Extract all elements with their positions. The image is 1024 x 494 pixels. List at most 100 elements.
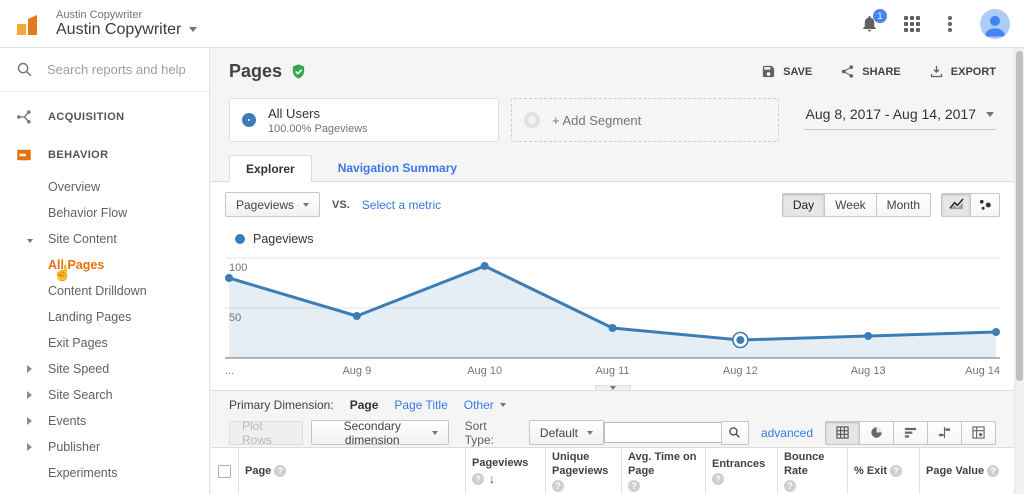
column-label: Entrances xyxy=(712,458,766,470)
granularity-day[interactable]: Day xyxy=(781,192,826,217)
help-icon[interactable]: ? xyxy=(987,465,1000,477)
dimension-option-label: Other xyxy=(463,397,494,412)
sidebar-item-all-pages[interactable]: All Pages xyxy=(0,252,209,278)
analytics-logo-icon[interactable] xyxy=(14,11,40,37)
sidebar-item-label: Publisher xyxy=(48,440,101,454)
kebab-menu-icon[interactable] xyxy=(944,15,956,32)
table-view-button[interactable] xyxy=(825,420,860,445)
scrollbar-thumb[interactable] xyxy=(1016,51,1023,381)
tab-explorer[interactable]: Explorer xyxy=(229,155,312,182)
dimension-page[interactable]: Page xyxy=(350,398,379,412)
column-header-page[interactable]: Page? xyxy=(238,448,465,494)
chart-legend: Pageviews xyxy=(235,232,1014,246)
chart-collapse-button[interactable] xyxy=(594,385,631,391)
action-label: EXPORT xyxy=(950,65,996,78)
apps-grid-icon[interactable] xyxy=(904,15,920,32)
sidebar-item-label: Site Content xyxy=(48,232,117,246)
date-range-text: Aug 8, 2017 - Aug 14, 2017 xyxy=(805,106,976,122)
sidebar-item-site-content[interactable]: Site Content xyxy=(0,226,209,252)
metric-controls: Pageviews VS. Select a metric Day Week Mon… xyxy=(211,182,1014,217)
dimension-page-title[interactable]: Page Title xyxy=(394,398,447,412)
add-segment-label: + Add Segment xyxy=(552,112,642,128)
chevron-down-icon xyxy=(189,27,198,33)
scatter-chart-button[interactable] xyxy=(970,192,1000,217)
date-range-picker[interactable]: Aug 8, 2017 - Aug 14, 2017 xyxy=(803,98,996,130)
notifications-button[interactable]: 1 xyxy=(860,8,887,34)
sidebar-item-exit-pages[interactable]: Exit Pages xyxy=(0,330,209,356)
granularity-week[interactable]: Week xyxy=(824,192,877,217)
add-segment-button[interactable]: + Add Segment xyxy=(511,98,779,142)
sidebar-item-site-search[interactable]: Site Search xyxy=(0,382,209,408)
comparison-view-button[interactable] xyxy=(927,420,962,445)
dimension-other[interactable]: Other xyxy=(464,398,506,412)
column-header-entrances[interactable]: Entrances? xyxy=(705,448,777,494)
help-icon[interactable]: ? xyxy=(712,473,724,485)
column-header-exit[interactable]: % Exit? xyxy=(847,448,919,494)
sidebar-item-experiments[interactable]: Experiments xyxy=(0,460,209,486)
sidebar-item-overview[interactable]: Overview xyxy=(0,174,209,200)
pageviews-chart[interactable]: 50 100... Aug 9 Aug 10 Aug 11 Aug 12 Aug 13 Aug… xyxy=(225,252,1000,385)
search-input[interactable] xyxy=(47,62,197,77)
percentage-view-button[interactable] xyxy=(859,420,894,445)
select-metric-link[interactable]: Select a metric xyxy=(361,197,442,212)
sidebar-search[interactable] xyxy=(0,48,209,92)
sidebar-item-site-speed[interactable]: Site Speed xyxy=(0,356,209,382)
help-icon[interactable]: ? xyxy=(274,465,287,477)
help-icon[interactable]: ? xyxy=(890,465,903,477)
save-button[interactable]: SAVE xyxy=(761,64,812,79)
svg-text:...: ... xyxy=(225,365,234,377)
sidebar-item-content-drilldown[interactable]: Content Drilldown xyxy=(0,278,209,304)
help-icon[interactable]: ? xyxy=(628,480,640,492)
chevron-down-icon xyxy=(431,430,438,435)
performance-view-button[interactable] xyxy=(893,420,928,445)
column-header-pageviews[interactable]: Pageviews? ↓ xyxy=(465,448,545,494)
tab-navigation-summary[interactable]: Navigation Summary xyxy=(338,161,457,175)
pivot-view-button[interactable] xyxy=(961,420,996,445)
column-label: Unique Pageviews xyxy=(552,451,609,477)
table-search-button[interactable] xyxy=(720,420,749,445)
help-icon[interactable]: ? xyxy=(784,480,796,492)
sidebar-item-behavior-flow[interactable]: Behavior Flow xyxy=(0,200,209,226)
sidebar-item-publisher[interactable]: Publisher xyxy=(0,434,209,460)
export-button[interactable]: EXPORT xyxy=(929,64,996,79)
secondary-dimension-dropdown[interactable]: Secondary dimension xyxy=(310,419,449,447)
percentage-view-icon xyxy=(870,426,883,439)
sidebar: ACQUISITION BEHAVIOR Overview Behavior Flow… xyxy=(0,48,210,494)
sidebar-item-events[interactable]: Events xyxy=(0,408,209,434)
metric-dropdown[interactable]: Pageviews xyxy=(225,192,321,217)
segment-all-users[interactable]: All Users 100.00% Pageviews xyxy=(229,98,499,142)
vertical-scrollbar[interactable] xyxy=(1014,48,1024,494)
performance-view-icon xyxy=(904,426,917,439)
svg-text:Aug 12: Aug 12 xyxy=(723,365,758,377)
select-all-checkbox[interactable] xyxy=(218,464,231,478)
avatar[interactable] xyxy=(980,8,1010,39)
svg-text:100: 100 xyxy=(229,262,247,274)
column-header-avg-time-on-page[interactable]: Avg. Time on Page? xyxy=(621,448,705,494)
dimension-option-label: Page xyxy=(349,397,379,412)
account-switcher[interactable]: Austin Copywriter Austin Copywriter xyxy=(56,9,198,39)
line-chart-button[interactable] xyxy=(941,192,971,217)
column-label: Avg. Time on Page xyxy=(628,451,697,477)
chevron-down-icon xyxy=(27,232,33,246)
advanced-link[interactable]: advanced xyxy=(760,425,813,440)
sidebar-item-label: BEHAVIOR xyxy=(48,149,109,161)
sort-type-label: Sort Type: xyxy=(464,418,494,447)
sidebar-item-landing-pages[interactable]: Landing Pages xyxy=(0,304,209,330)
help-icon[interactable]: ? xyxy=(472,473,484,485)
sidebar-item-acquisition[interactable]: ACQUISITION xyxy=(0,98,209,136)
granularity-month[interactable]: Month xyxy=(875,192,931,217)
sidebar-item-label: Content Drilldown xyxy=(48,284,147,298)
legend-label: Pageviews xyxy=(253,232,314,246)
sort-type-dropdown[interactable]: Default xyxy=(528,420,604,445)
metric-dropdown-label: Pageviews xyxy=(236,197,295,212)
plot-rows-button[interactable]: Plot Rows xyxy=(229,419,303,447)
column-header-bounce-rate[interactable]: Bounce Rate? xyxy=(777,448,847,494)
column-header-unique-pageviews[interactable]: Unique Pageviews? xyxy=(545,448,621,494)
table-search-input[interactable] xyxy=(603,422,722,443)
chevron-right-icon xyxy=(27,362,32,376)
sidebar-item-behavior[interactable]: BEHAVIOR xyxy=(0,136,209,174)
granularity-group: Day Week Month xyxy=(781,192,931,217)
share-button[interactable]: SHARE xyxy=(840,64,901,79)
column-header-page-value[interactable]: Page Value? xyxy=(919,448,1014,494)
help-icon[interactable]: ? xyxy=(552,480,564,492)
